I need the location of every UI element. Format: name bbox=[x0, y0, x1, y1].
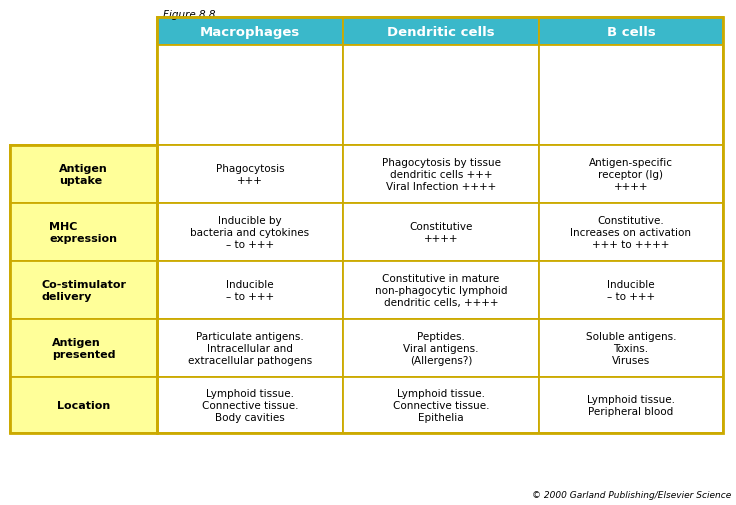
Text: Antigen-specific
receptor (Ig)
++++: Antigen-specific receptor (Ig) ++++ bbox=[589, 158, 673, 191]
Text: Inducible
– to +++: Inducible – to +++ bbox=[607, 280, 655, 301]
Bar bbox=[343, 204, 539, 262]
Bar bbox=[157, 204, 343, 262]
Text: Figure 8.8: Figure 8.8 bbox=[163, 10, 216, 20]
Text: Phagocytosis
+++: Phagocytosis +++ bbox=[216, 164, 284, 185]
Bar bbox=[539, 377, 723, 433]
Text: Antigen
presented: Antigen presented bbox=[52, 337, 116, 359]
Text: Constitutive in mature
non-phagocytic lymphoid
dendritic cells, ++++: Constitutive in mature non-phagocytic ly… bbox=[375, 274, 507, 307]
Bar bbox=[157, 262, 343, 319]
Bar bbox=[157, 319, 343, 377]
Bar bbox=[343, 262, 539, 319]
Bar bbox=[539, 262, 723, 319]
Bar bbox=[10, 146, 157, 204]
Text: MHC
expression: MHC expression bbox=[49, 222, 118, 243]
Bar bbox=[10, 262, 157, 319]
Bar bbox=[539, 146, 723, 204]
Bar bbox=[157, 18, 343, 46]
Text: Location: Location bbox=[57, 400, 110, 410]
Text: Dendritic cells: Dendritic cells bbox=[387, 25, 495, 38]
Text: Lymphoid tissue.
Connective tissue.
Epithelia: Lymphoid tissue. Connective tissue. Epit… bbox=[393, 389, 489, 422]
Text: Inducible
– to +++: Inducible – to +++ bbox=[226, 280, 274, 301]
Text: © 2000 Garland Publishing/Elsevier Science: © 2000 Garland Publishing/Elsevier Scien… bbox=[531, 490, 731, 499]
Text: Antigen
uptake: Antigen uptake bbox=[59, 164, 108, 185]
Text: Lymphoid tissue.
Connective tissue.
Body cavities: Lymphoid tissue. Connective tissue. Body… bbox=[202, 389, 298, 422]
Bar bbox=[10, 319, 157, 377]
Text: Peptides.
Viral antigens.
(Allergens?): Peptides. Viral antigens. (Allergens?) bbox=[403, 332, 478, 365]
Bar bbox=[343, 377, 539, 433]
Text: Phagocytosis by tissue
dendritic cells +++
Viral Infection ++++: Phagocytosis by tissue dendritic cells +… bbox=[381, 158, 500, 191]
Bar bbox=[157, 377, 343, 433]
Bar bbox=[343, 146, 539, 204]
Bar bbox=[10, 377, 157, 433]
Text: B cells: B cells bbox=[606, 25, 655, 38]
Bar bbox=[539, 319, 723, 377]
Text: Macrophages: Macrophages bbox=[200, 25, 300, 38]
Text: Constitutive
++++: Constitutive ++++ bbox=[409, 222, 473, 243]
Bar bbox=[343, 319, 539, 377]
Bar bbox=[157, 46, 343, 146]
Bar bbox=[157, 146, 343, 204]
Bar bbox=[343, 46, 539, 146]
Text: Constitutive.
Increases on activation
+++ to ++++: Constitutive. Increases on activation ++… bbox=[570, 216, 692, 249]
Text: Lymphoid tissue.
Peripheral blood: Lymphoid tissue. Peripheral blood bbox=[587, 394, 675, 416]
Bar bbox=[157, 18, 723, 433]
Bar bbox=[10, 204, 157, 262]
Bar bbox=[343, 18, 539, 46]
Bar bbox=[539, 18, 723, 46]
Bar bbox=[10, 146, 157, 433]
Text: Co-stimulator
delivery: Co-stimulator delivery bbox=[41, 280, 126, 301]
Bar bbox=[539, 204, 723, 262]
Bar bbox=[539, 46, 723, 146]
Text: Particulate antigens.
Intracellular and
extracellular pathogens: Particulate antigens. Intracellular and … bbox=[188, 332, 312, 365]
Text: Inducible by
bacteria and cytokines
– to +++: Inducible by bacteria and cytokines – to… bbox=[191, 216, 310, 249]
Text: Soluble antigens.
Toxins.
Viruses: Soluble antigens. Toxins. Viruses bbox=[586, 332, 676, 365]
